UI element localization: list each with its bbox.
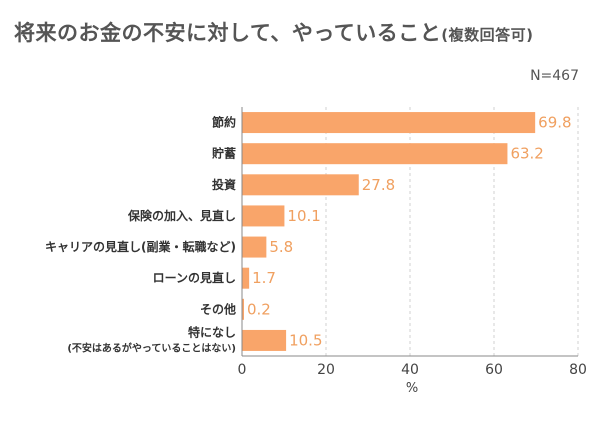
data-label: 1.7: [252, 269, 276, 287]
category-label: 保険の加入、見直し: [127, 208, 236, 223]
data-label: 0.2: [247, 300, 271, 318]
category-label: ローンの見直し: [153, 270, 236, 285]
x-tick-label: 80: [569, 362, 587, 378]
chart-title-note: (複数回答可): [441, 26, 534, 44]
bar: [242, 143, 508, 165]
category-label: 節約: [212, 115, 236, 130]
sample-size-label: N=467: [530, 68, 579, 84]
category-label-note: (不安はあるがやっていることはない): [67, 341, 236, 354]
x-tick-label: 20: [317, 362, 335, 378]
x-tick-label: 60: [485, 362, 503, 378]
category-label: キャリアの見直し(副業・転職など): [45, 239, 236, 254]
bar: [242, 298, 244, 320]
category-label: その他: [200, 301, 236, 316]
data-label: 27.8: [362, 176, 395, 194]
chart-title: 将来のお金の不安に対して、やっていること(複数回答可): [14, 17, 594, 47]
data-label: 5.8: [269, 238, 293, 256]
category-label: 貯蓄: [212, 146, 236, 161]
x-tick-label: 0: [238, 362, 247, 378]
category-label: 特になし: [188, 324, 236, 339]
category-label: 投資: [212, 177, 236, 192]
chart-title-main: 将来のお金の不安に対して、やっていること: [14, 21, 442, 45]
data-label: 69.8: [538, 114, 571, 132]
bar: [242, 267, 250, 289]
bar: [242, 112, 536, 134]
data-label: 63.2: [510, 145, 543, 163]
bar: [242, 205, 285, 227]
x-axis-label: %: [406, 381, 418, 396]
data-label: 10.5: [289, 331, 322, 349]
data-label: 10.1: [287, 207, 320, 225]
bar: [242, 174, 359, 196]
x-tick-label: 40: [401, 362, 419, 378]
bar: [242, 329, 287, 351]
bar: [242, 236, 267, 258]
